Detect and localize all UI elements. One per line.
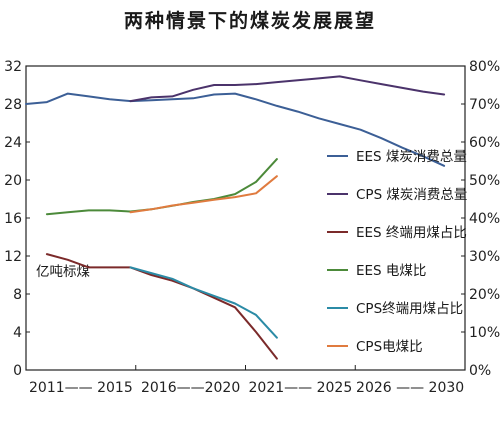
y-right-tick-label: 20% [469, 287, 500, 303]
y-right-tick-label: 50% [469, 173, 500, 189]
y-right-tick-label: 40% [469, 211, 500, 227]
legend-label-3: EES 终端用煤占比 [356, 225, 467, 241]
x-tick-label: 2011—— 2015 [29, 380, 133, 396]
x-tick-label: 2026 —— 2030 [356, 380, 464, 396]
y-left-tick-label: 20 [4, 173, 22, 189]
series-line-4 [45, 158, 278, 216]
y-right-tick-label: 70% [469, 97, 500, 113]
y-right-tick-label: 30% [469, 249, 500, 265]
series-line-5 [129, 266, 278, 339]
legend-label-6: CPS电煤比 [356, 339, 423, 355]
y-left-tick-label: 32 [4, 59, 22, 75]
y-left-tick-label: 16 [4, 211, 22, 227]
y-left-tick-label: 8 [13, 287, 22, 303]
legend-label-4: EES 电煤比 [356, 263, 426, 279]
y-unit-label: 亿吨标煤 [36, 264, 90, 280]
y-left-tick-label: 24 [4, 135, 22, 151]
series-line-1 [25, 92, 446, 167]
y-right-tick-label: 0% [469, 363, 491, 379]
legend-label-5: CPS终端用煤占比 [356, 301, 463, 317]
legend-label-1: EES 煤炭消费总量 [356, 149, 467, 165]
plot-frame [25, 65, 466, 371]
y-left-tick-label: 0 [13, 363, 22, 379]
series-line-3 [45, 253, 278, 360]
x-tick-label: 2021—— 2025 [249, 380, 353, 396]
y-right-tick-label: 10% [469, 325, 500, 341]
y-left-tick-label: 28 [4, 97, 22, 113]
y-right-tick-label: 60% [469, 135, 500, 151]
x-tick-label: 2016——2020 [141, 380, 240, 396]
y-left-tick-label: 12 [4, 249, 22, 265]
series-line-6 [129, 175, 278, 214]
y-right-tick-label: 80% [469, 59, 500, 75]
chart-title: 两种情景下的煤炭发展展望 [123, 10, 376, 32]
y-left-tick-label: 4 [13, 325, 22, 341]
series-line-2 [129, 75, 446, 103]
legend-label-2: CPS 煤炭消费总量 [356, 187, 467, 203]
